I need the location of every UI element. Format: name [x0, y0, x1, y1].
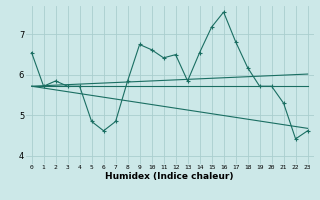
X-axis label: Humidex (Indice chaleur): Humidex (Indice chaleur) — [105, 172, 234, 181]
